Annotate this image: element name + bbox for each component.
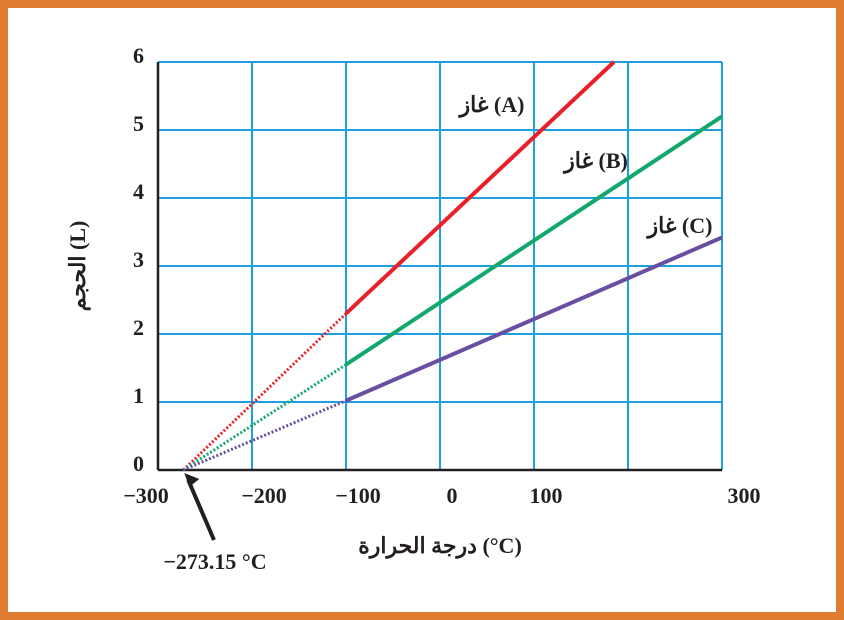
- x-tick-label: 300: [728, 483, 761, 508]
- y-tick-label: 2: [133, 315, 144, 340]
- series-label: غاز (A): [458, 92, 525, 118]
- data-line: [344, 60, 616, 316]
- y-tick-label: 4: [133, 179, 144, 204]
- series-label: غاز (B): [562, 148, 628, 174]
- y-tick-label: 3: [133, 247, 144, 272]
- x-tick-label: −200: [241, 483, 287, 508]
- y-tick-label: 1: [133, 383, 144, 408]
- series-label: غاز (C): [646, 213, 713, 239]
- y-tick-label: 5: [133, 111, 144, 136]
- extrapolated-line: [182, 312, 348, 472]
- y-tick-label: 0: [133, 451, 144, 476]
- x-axis-label: درجة الحرارة (°C): [358, 533, 522, 559]
- data-line: [344, 114, 724, 367]
- y-axis-label: الحجم (L): [65, 221, 91, 312]
- extrapolated-line: [182, 363, 347, 472]
- extrapolated-line: [182, 399, 347, 472]
- y-tick-label: 6: [133, 43, 144, 68]
- data-line: [345, 235, 723, 403]
- annotation-arrowhead: [184, 473, 200, 487]
- x-tick-label: −100: [335, 483, 381, 508]
- annotation: −273.15 °C: [163, 549, 266, 574]
- annotation-arrow: [186, 479, 216, 541]
- x-tick-label: 100: [530, 483, 563, 508]
- x-tick-label: 0: [447, 483, 458, 508]
- x-tick-label: −300: [123, 483, 169, 508]
